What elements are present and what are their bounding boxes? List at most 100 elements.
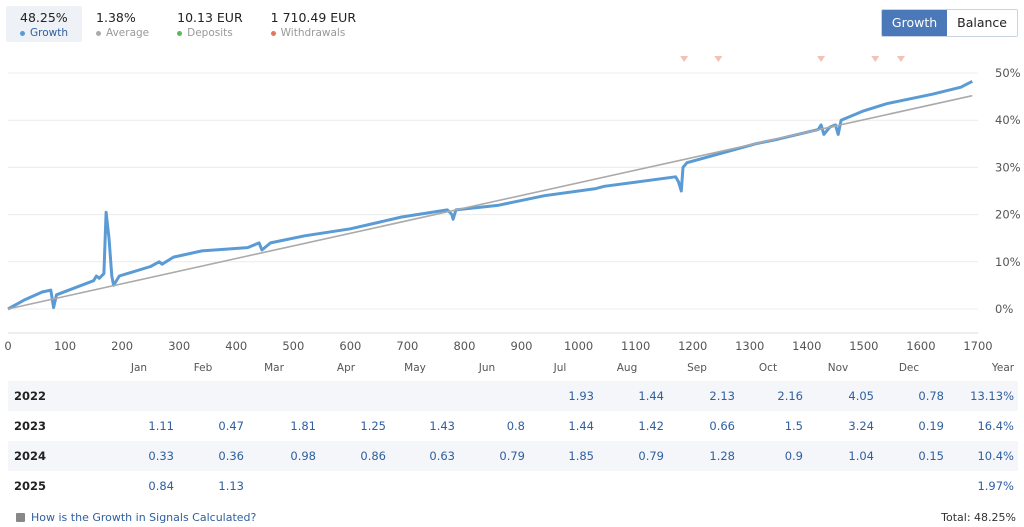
x-tick-label: 1400 (792, 339, 821, 353)
table-row: 2022 1.93 1.44 2.13 2.16 4.05 0.78 13.13% (8, 381, 1018, 411)
table-row: 2025 0.84 1.13 1.97% (8, 471, 1018, 501)
month-value-cell (874, 471, 944, 501)
average-series-line (7, 94, 973, 310)
month-header: Sep (687, 362, 707, 374)
month-value-cell[interactable]: 1.93 (525, 381, 594, 411)
month-value-cell[interactable]: 0.36 (174, 441, 244, 471)
stat-average-value: 1.38% (96, 10, 136, 25)
view-toggle: Growth Balance (880, 9, 1018, 37)
x-tick-label: 800 (453, 339, 475, 353)
month-value-cell (735, 471, 803, 501)
stat-average-label: Average (106, 27, 150, 39)
month-value-cell[interactable]: 2.16 (735, 381, 803, 411)
month-header: Jul (553, 362, 567, 374)
x-tick-label: 1500 (849, 339, 878, 353)
stat-withdrawals[interactable]: 1 710.49 EUR Withdrawals (257, 6, 370, 42)
year-total-cell: 10.4% (944, 441, 1018, 471)
month-value-cell[interactable]: 1.5 (784, 419, 803, 433)
stat-deposits[interactable]: 10.13 EUR Deposits (163, 6, 257, 42)
withdrawal-marker (714, 56, 723, 62)
month-value-cell[interactable]: 1.28 (664, 441, 735, 471)
month-value-cell[interactable]: 0.79 (594, 441, 664, 471)
month-header: Aug (616, 362, 638, 374)
year-cell: 2025 (14, 479, 47, 493)
month-value-cell[interactable]: 1.42 (638, 419, 664, 433)
month-value-cell[interactable]: 0.33 (112, 441, 174, 471)
month-value-cell (174, 381, 244, 411)
x-tick-label: 900 (511, 339, 533, 353)
month-value-cell[interactable]: 3.24 (848, 419, 874, 433)
table-row: 2023 1.11 0.47 1.81 1.25 1.43 0.8 1.44 1.42 0.66 1… (8, 411, 1018, 441)
x-tick-label: 500 (282, 339, 304, 353)
month-value-cell[interactable]: 0.63 (386, 441, 455, 471)
total-summary: Total: 48.25% (941, 511, 1016, 524)
month-value-cell[interactable]: 1.85 (525, 441, 594, 471)
month-value-cell[interactable]: 0.66 (709, 419, 735, 433)
balance-toggle-button[interactable]: Balance (947, 10, 1017, 36)
stat-growth-label: Growth (30, 27, 69, 39)
month-value-cell (455, 471, 525, 501)
year-total-cell: 13.13% (944, 381, 1018, 411)
month-value-cell[interactable]: 1.11 (148, 419, 174, 433)
stat-average[interactable]: 1.38% Average (82, 6, 163, 42)
month-value-cell[interactable]: 0.86 (316, 441, 386, 471)
month-value-cell (244, 471, 316, 501)
growth-help-link-text: How is the Growth in Signals Calculated? (31, 511, 257, 524)
y-tick-label: 20% (995, 208, 1021, 222)
withdrawal-marker (680, 56, 689, 62)
stat-growth-value: 48.25% (20, 10, 68, 25)
month-value-cell[interactable]: 0.15 (874, 441, 944, 471)
month-value-cell (316, 471, 386, 501)
x-tick-label: 0 (4, 339, 11, 353)
x-tick-label: 1100 (621, 339, 650, 353)
month-value-cell[interactable]: 0.78 (874, 381, 944, 411)
stat-growth[interactable]: 48.25% Growth (6, 6, 83, 42)
month-value-cell[interactable]: 0.47 (218, 419, 244, 433)
growth-chart: 50% 40% 30% 20% 10% 0% 0 100 200 300 400 500 600 700 8… (4, 56, 1021, 353)
month-value-cell[interactable]: 1.44 (594, 381, 664, 411)
month-header: Dec (898, 362, 920, 374)
total-value: 48.25% (974, 511, 1016, 524)
month-value-cell[interactable]: 1.81 (290, 419, 316, 433)
month-value-cell[interactable]: 0.98 (244, 441, 316, 471)
growth-help-link[interactable]: How is the Growth in Signals Calculated? (16, 511, 256, 524)
table-row: 2024 0.33 0.36 0.98 0.86 0.63 0.79 1.85 0.79 1.28… (8, 441, 1018, 471)
month-value-cell[interactable]: 0.19 (918, 419, 944, 433)
month-value-cell[interactable]: 1.43 (429, 419, 455, 433)
month-value-cell (664, 471, 735, 501)
month-value-cell[interactable]: 2.13 (664, 381, 735, 411)
month-value-cell[interactable]: 0.79 (455, 441, 525, 471)
month-value-cell (316, 381, 386, 411)
month-value-cell[interactable]: 1.25 (360, 419, 386, 433)
month-value-cell[interactable]: 0.84 (148, 479, 174, 493)
x-tick-label: 100 (54, 339, 76, 353)
total-label: Total: (941, 511, 971, 524)
stat-withdrawals-value: 1 710.49 EUR (270, 10, 357, 25)
month-value-cell[interactable]: 1.04 (803, 441, 874, 471)
month-header: Mar (264, 362, 284, 374)
month-header: Year (991, 362, 1015, 374)
month-header: Apr (336, 362, 356, 374)
growth-toggle-button[interactable]: Growth (881, 10, 948, 36)
growth-dot-icon (20, 30, 25, 36)
x-tick-label: 700 (396, 339, 418, 353)
month-value-cell (525, 471, 594, 501)
x-tick-label: 1000 (564, 339, 593, 353)
y-tick-label: 40% (995, 113, 1021, 127)
monthly-returns-table: 2022 1.93 1.44 2.13 2.16 4.05 0.78 13.13% 2023 1.… (8, 381, 1018, 501)
month-value-cell (455, 381, 525, 411)
average-dot-icon (96, 30, 102, 36)
deposits-dot-icon (177, 30, 183, 36)
year-cell: 2024 (8, 441, 112, 471)
month-value-cell[interactable]: 0.9 (735, 441, 803, 471)
month-value-cell[interactable]: 1.13 (218, 479, 244, 493)
month-header: May (404, 362, 426, 374)
y-tick-label: 30% (995, 160, 1021, 174)
month-value-cell[interactable]: 1.44 (568, 419, 594, 433)
month-value-cell[interactable]: 4.05 (803, 381, 874, 411)
year-cell: 2023 (14, 419, 47, 433)
month-value-cell[interactable]: 0.8 (506, 419, 525, 433)
withdrawal-marker (871, 56, 880, 62)
month-header-row: Jan Feb Mar Apr May Jun Jul Aug Sep Oct Nov Dec Year (0, 362, 1024, 378)
x-tick-label: 200 (111, 339, 133, 353)
